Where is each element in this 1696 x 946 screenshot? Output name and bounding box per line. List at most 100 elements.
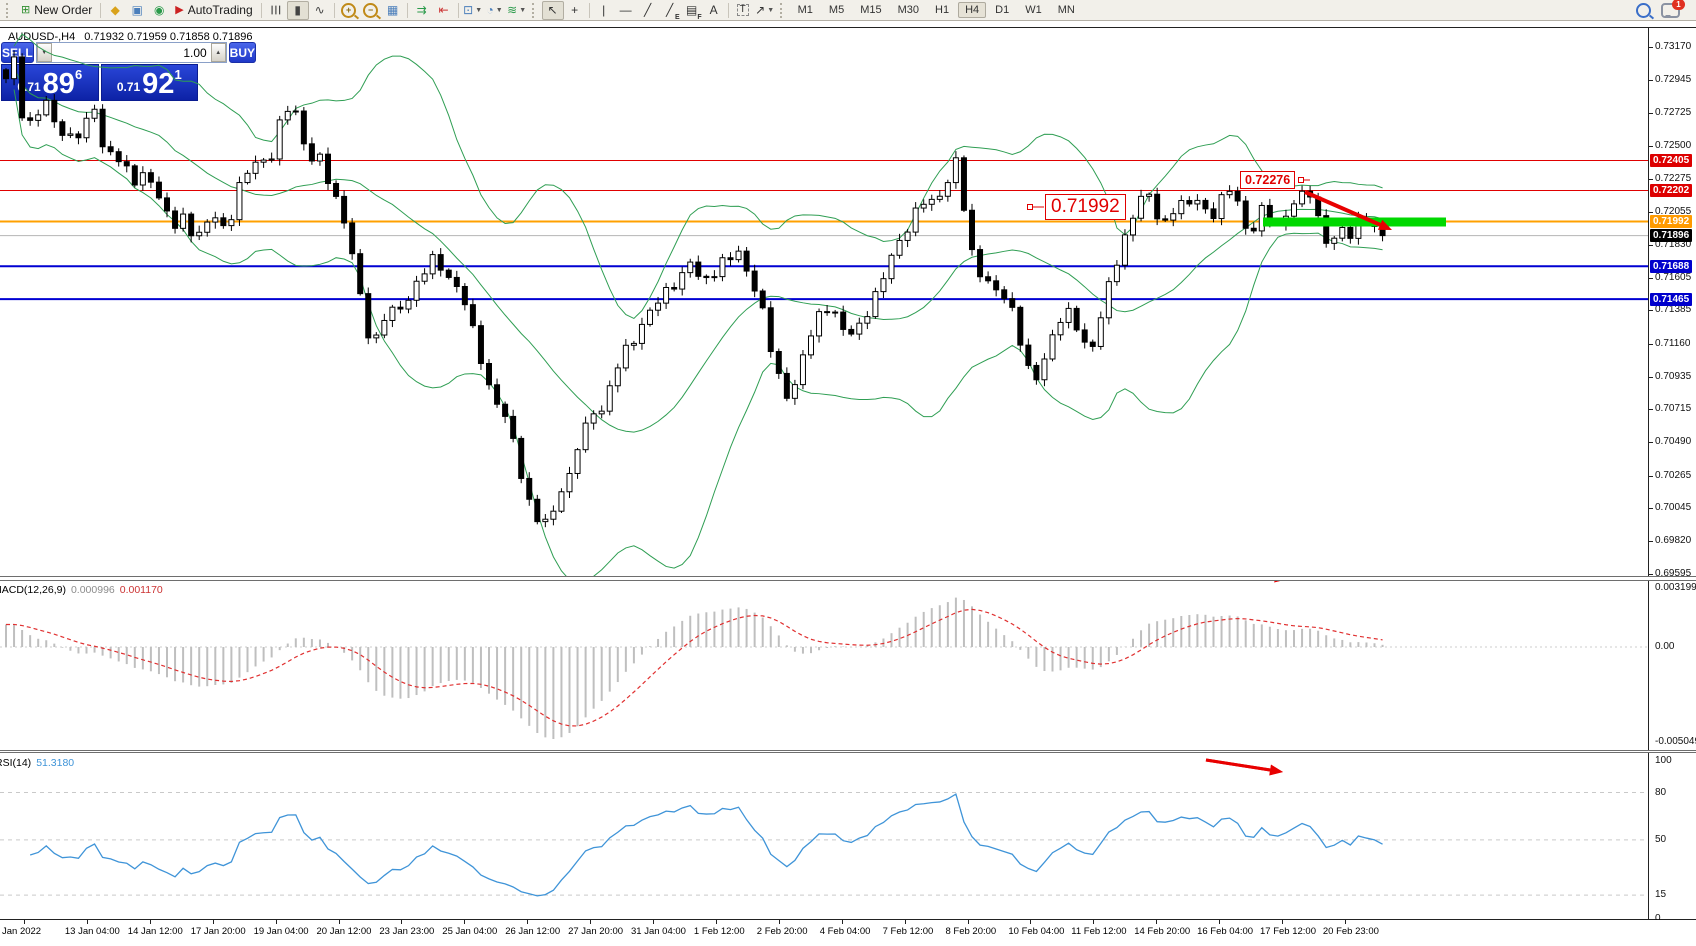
buy-price-big: 92: [142, 68, 175, 100]
toolbar-grip: [6, 2, 12, 18]
time-axis[interactable]: Jan 2022 13 Jan 04:00 14 Jan 12:00 17 Jan 2…: [0, 920, 1696, 946]
main-chart-plot[interactable]: [0, 28, 1648, 576]
horizontal-line-icon: —: [619, 3, 632, 17]
time-tick: [967, 920, 969, 924]
symbol-period-label: AUDUSD-,H4: [8, 31, 76, 43]
time-tick: [715, 920, 717, 924]
crosshair-icon[interactable]: +: [564, 1, 586, 20]
price-tick-0.72055: 0.72055: [1648, 205, 1692, 217]
signals-icon[interactable]: ◉: [148, 1, 170, 20]
chart-shift-icon[interactable]: ⇤: [433, 1, 455, 20]
time-tick: [275, 920, 277, 924]
price-tick-0.69820: 0.69820: [1648, 535, 1692, 547]
equidistant-channel-icon: ╱: [666, 3, 674, 17]
buy-price-pip: 1: [174, 67, 182, 82]
time-label: 2 Feb 20:00: [756, 926, 808, 937]
timeframe-h1[interactable]: H1: [935, 4, 950, 16]
time-tick: [1093, 920, 1095, 924]
volume-input[interactable]: [51, 43, 211, 62]
zoom-out-icon[interactable]: −: [360, 1, 382, 20]
time-label: Jan 2022: [2, 926, 42, 937]
autotrading-button[interactable]: ▶ AutoTrading: [170, 1, 257, 20]
time-tick: [24, 920, 25, 924]
indicators-icon[interactable]: ≋ ▼: [506, 1, 528, 20]
metaeditor-icon[interactable]: ◆: [104, 1, 126, 20]
text-icon[interactable]: A: [703, 1, 725, 20]
timeframe-m1[interactable]: M1: [797, 4, 813, 16]
time-tick: [841, 920, 843, 924]
timeframe-m30[interactable]: M30: [897, 4, 920, 16]
new-template-icon: ⊡: [463, 3, 474, 17]
rsi-tick-100: 100: [1655, 755, 1672, 766]
chart-shift-icon: ⇤: [438, 3, 449, 17]
fibonacci-icon-letter: F: [697, 13, 702, 21]
fibonacci-icon[interactable]: ▤ F: [681, 1, 703, 21]
bar-chart-icon: ☰: [268, 4, 283, 16]
vertical-line-icon: |: [602, 3, 606, 17]
toolbar-grip: [779, 2, 786, 18]
price-annotation-upper[interactable]: 0.72276: [1240, 171, 1296, 189]
horizontal-line-icon[interactable]: —: [615, 1, 637, 20]
macd-tick-0.00: 0.00: [1655, 641, 1675, 652]
auto-scroll-icon[interactable]: ⇉: [411, 1, 433, 20]
text-label-icon[interactable]: T: [732, 1, 754, 20]
price-tick-0.72945: 0.72945: [1648, 74, 1692, 86]
rsi-tick-50: 50: [1655, 833, 1667, 845]
line-chart-icon[interactable]: ∿: [309, 1, 331, 20]
bar-chart-icon[interactable]: ☰: [265, 1, 287, 20]
sell-price[interactable]: 0.71 89 6: [1, 64, 99, 101]
auto-scroll-icon: ⇉: [416, 3, 427, 17]
time-axis-border: [0, 919, 1696, 920]
time-tick: [1030, 920, 1032, 924]
autotrading-icon: ▶: [175, 3, 184, 16]
line-chart-icon: ∿: [314, 3, 325, 17]
equidistant-channel-icon[interactable]: ╱ E: [659, 1, 681, 21]
chart-title: AUDUSD-,H4 0.71932 0.71959 0.71858 0.718…: [8, 31, 253, 43]
tile-windows-icon: ▦: [386, 3, 399, 17]
price-annotation-main[interactable]: 0.71992: [1045, 194, 1126, 220]
sell-price-big: 89: [42, 68, 75, 100]
search-icon[interactable]: [1636, 2, 1651, 18]
tile-windows-icon[interactable]: ▦: [382, 1, 404, 20]
timeframe-m15[interactable]: M15: [860, 4, 882, 16]
candlestick-chart-icon[interactable]: ▮: [286, 0, 309, 20]
vertical-line-icon[interactable]: |: [593, 1, 615, 20]
timeframe-d1[interactable]: D1: [995, 4, 1010, 16]
rsi-tick-15: 15: [1655, 889, 1667, 901]
candlestick-chart-icon: ▮: [294, 3, 301, 17]
price-tick-0.72725: 0.72725: [1648, 106, 1692, 118]
timeframe-h4[interactable]: H4: [958, 2, 987, 18]
macd-splitter[interactable]: [0, 576, 1696, 581]
time-label: 17 Jan 20:00: [190, 926, 246, 937]
price-badge-0.71465: 0.71465: [1650, 292, 1693, 306]
buy-price[interactable]: 0.71 92 1: [100, 64, 198, 101]
zoom-in-icon: +: [341, 2, 357, 18]
timeframe-w1[interactable]: W1: [1025, 4, 1042, 16]
rsi-label: RSI(14) 51.3180: [0, 757, 74, 769]
buy-button[interactable]: BUY: [228, 42, 257, 63]
periods-icon[interactable]: ◔ ▼: [484, 1, 506, 20]
time-label: 10 Feb 04:00: [1008, 926, 1065, 937]
cursor-icon[interactable]: ↖: [541, 0, 564, 20]
zoom-in-icon[interactable]: +: [338, 1, 360, 20]
notifications-icon[interactable]: 1: [1661, 0, 1685, 18]
volume-up-button[interactable]: ▲: [210, 43, 226, 62]
price-tick-0.72500: 0.72500: [1648, 140, 1692, 152]
trendline-icon[interactable]: ╱: [637, 1, 659, 20]
toolbar-separator: [588, 2, 590, 18]
dropdown-arrow-icon: ▼: [495, 6, 503, 14]
time-tick: [1282, 920, 1283, 924]
hosting-icon[interactable]: ▣: [126, 1, 148, 20]
rsi-panel[interactable]: [0, 753, 1648, 919]
macd-panel[interactable]: [0, 581, 1648, 750]
rsi-splitter[interactable]: [0, 750, 1696, 753]
arrows-tool-icon[interactable]: ↗ ▼: [754, 1, 776, 20]
new-template-icon[interactable]: ⊡ ▼: [462, 1, 484, 20]
price-tick-0.70490: 0.70490: [1648, 436, 1692, 448]
toolbar: ⊞ New Order ◆ ▣ ◉ ▶ AutoTrading ☰ ▮ ∿ + − ▦ ⇉ ⇤ ⊡ ▼ ◔ ▼ ≋ ▼ ↖…: [0, 0, 1696, 21]
rsi-value: 51.3180: [36, 757, 75, 769]
timeframe-mn[interactable]: MN: [1057, 4, 1075, 16]
sell-button[interactable]: SELL: [1, 42, 34, 63]
new-order-button[interactable]: ⊞ New Order: [16, 1, 97, 20]
timeframe-m5[interactable]: M5: [828, 4, 845, 16]
